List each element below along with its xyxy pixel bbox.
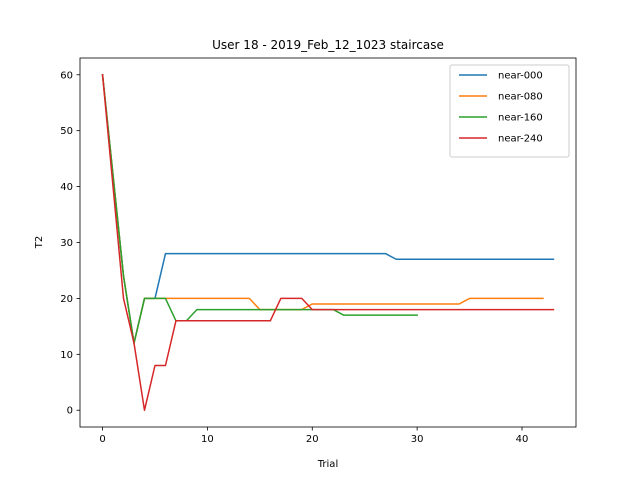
legend-label-near-240: near-240 (498, 134, 543, 145)
chart-title: User 18 - 2019_Feb_12_1023 staircase (212, 38, 444, 52)
legend-label-near-160: near-160 (498, 113, 543, 124)
legend-label-near-080: near-080 (498, 92, 543, 103)
legend-label-near-000: near-000 (498, 71, 543, 82)
legend: near-000 near-080 near-160 near-240 (449, 64, 570, 158)
x-tick-label: 20 (306, 434, 319, 445)
plot-area (101, 73, 555, 411)
y-tick-label: 50 (60, 126, 73, 137)
series-line-near-000 (101, 73, 555, 344)
y-tick-label: 60 (60, 70, 73, 81)
legend-box (449, 64, 570, 158)
x-tick-label: 30 (411, 434, 424, 445)
axes: 0 10 20 30 40 0 10 20 30 40 50 60 (60, 57, 577, 445)
x-axis-label: Trial (317, 459, 338, 470)
y-tick-label: 20 (60, 294, 73, 305)
x-tick-label: 0 (99, 434, 105, 445)
y-tick-label: 10 (60, 350, 73, 361)
y-axis-label: T2 (34, 236, 45, 249)
x-tick-label: 10 (201, 434, 214, 445)
y-tick-label: 30 (60, 238, 73, 249)
series-line-near-080 (101, 73, 544, 344)
series-line-near-160 (101, 73, 418, 344)
y-tick-label: 0 (67, 406, 73, 417)
x-tick-label: 40 (516, 434, 529, 445)
series-line-near-240 (101, 73, 555, 411)
y-tick-label: 40 (60, 182, 73, 193)
